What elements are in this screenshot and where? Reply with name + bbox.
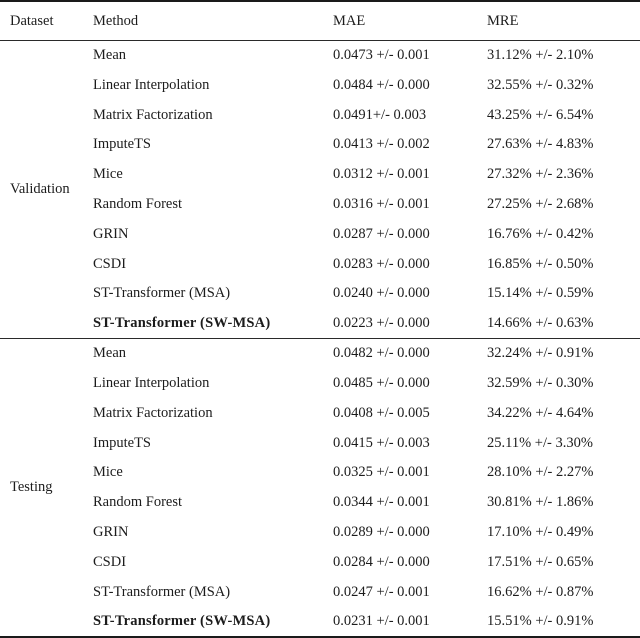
mae-cell: 0.0325 +/- 0.001 <box>333 464 430 481</box>
mre-cell: 16.62% +/- 0.87% <box>487 583 594 600</box>
table-row: Mice 0.0312 +/- 0.001 27.32% +/- 2.36% <box>0 160 640 190</box>
mae-cell: 0.0491+/- 0.003 <box>333 106 427 123</box>
method-cell: ImputeTS <box>93 434 151 451</box>
table-row: Validation Mean 0.0473 +/- 0.001 31.12% +/-… <box>0 41 640 197</box>
mre-cell: 27.32% +/- 2.36% <box>487 166 594 183</box>
mre-cell: 32.24% +/- 0.91% <box>487 345 594 362</box>
mre-cell: 34.22% +/- 4.64% <box>487 404 594 421</box>
mae-cell: 0.0283 +/- 0.000 <box>333 255 430 272</box>
method-cell: ST-Transformer (SW-MSA) <box>93 315 271 332</box>
method-cell: ImputeTS <box>93 136 151 153</box>
method-cell: Linear Interpolation <box>93 76 210 93</box>
column-header-method: Method <box>93 1 333 41</box>
method-cell: CSDI <box>93 255 127 272</box>
mre-cell: 30.81% +/- 1.86% <box>487 494 594 511</box>
mre-cell: 15.14% +/- 0.59% <box>487 285 594 302</box>
mre-cell: 43.25% +/- 6.54% <box>487 106 594 123</box>
mre-cell: 25.11% +/- 3.30% <box>487 434 593 451</box>
mae-cell: 0.0240 +/- 0.000 <box>333 285 430 302</box>
mae-cell: 0.0223 +/- 0.000 <box>333 315 430 332</box>
mae-cell: 0.0289 +/- 0.000 <box>333 524 430 541</box>
method-cell: Random Forest <box>93 195 183 212</box>
group-validation: Validation Mean 0.0473 +/- 0.001 31.12% +/-… <box>0 41 640 339</box>
mae-cell: 0.0284 +/- 0.000 <box>333 553 430 570</box>
mre-cell: 32.59% +/- 0.30% <box>487 374 594 391</box>
method-cell: Matrix Factorization <box>93 106 213 123</box>
method-cell: ST-Transformer (SW-MSA) <box>93 613 271 630</box>
table-row: Testing Mean 0.0482 +/- 0.000 32.24% +/- 0.… <box>0 339 640 495</box>
table-row: Mice 0.0325 +/- 0.001 28.10% +/- 2.27% <box>0 458 640 488</box>
mae-cell: 0.0415 +/- 0.003 <box>333 434 430 451</box>
method-cell: Random Forest <box>93 494 183 511</box>
method-cell: GRIN <box>93 225 129 242</box>
mae-cell: 0.0413 +/- 0.002 <box>333 136 430 153</box>
table-row: ST-Transformer (SW-MSA) 0.0231 +/- 0.001 1… <box>0 607 640 637</box>
method-cell: ST-Transformer (MSA) <box>93 285 231 302</box>
table-row: ST-Transformer (MSA) 0.0240 +/- 0.000 15.1… <box>0 279 640 309</box>
table-header-row: Dataset Method MAE MRE <box>0 1 640 41</box>
method-cell: CSDI <box>93 553 127 570</box>
table-row: ST-Transformer (MSA) 0.0247 +/- 0.001 16.6… <box>0 577 640 607</box>
method-cell: Mean <box>93 47 127 64</box>
mre-cell: 16.85% +/- 0.50% <box>487 255 594 272</box>
mae-cell: 0.0344 +/- 0.001 <box>333 494 430 511</box>
table-row: ST-Transformer (SW-MSA) 0.0223 +/- 0.000 1… <box>0 309 640 339</box>
mae-cell: 0.0287 +/- 0.000 <box>333 225 430 242</box>
table-row: CSDI 0.0284 +/- 0.000 17.51% +/- 0.65% <box>0 547 640 577</box>
table-row: GRIN 0.0287 +/- 0.000 16.76% +/- 0.42% <box>0 219 640 249</box>
mae-cell: 0.0231 +/- 0.001 <box>333 613 430 630</box>
mae-cell: 0.0312 +/- 0.001 <box>333 166 430 183</box>
mae-cell: 0.0473 +/- 0.001 <box>333 47 430 64</box>
column-header-mae: MAE <box>333 1 487 41</box>
mre-cell: 27.25% +/- 2.68% <box>487 195 594 212</box>
group-testing: Testing Mean 0.0482 +/- 0.000 32.24% +/- 0.… <box>0 339 640 637</box>
table-row: ImputeTS 0.0413 +/- 0.002 27.63% +/- 4.83% <box>0 130 640 160</box>
mae-cell: 0.0482 +/- 0.000 <box>333 345 430 362</box>
mre-cell: 31.12% +/- 2.10% <box>487 47 594 64</box>
table-row: Linear Interpolation 0.0485 +/- 0.000 32.5… <box>0 369 640 399</box>
method-cell: Linear Interpolation <box>93 374 210 391</box>
table-row: Linear Interpolation 0.0484 +/- 0.000 32.5… <box>0 70 640 100</box>
mre-cell: 27.63% +/- 4.83% <box>487 136 594 153</box>
mre-cell: 14.66% +/- 0.63% <box>487 315 594 332</box>
dataset-label: Testing <box>10 479 53 496</box>
mae-cell: 0.0408 +/- 0.005 <box>333 404 430 421</box>
table-row: Random Forest 0.0316 +/- 0.001 27.25% +/- … <box>0 190 640 220</box>
table-row: GRIN 0.0289 +/- 0.000 17.10% +/- 0.49% <box>0 518 640 548</box>
mre-cell: 15.51% +/- 0.91% <box>487 613 594 630</box>
table-row: ImputeTS 0.0415 +/- 0.003 25.11% +/- 3.30% <box>0 428 640 458</box>
mae-cell: 0.0485 +/- 0.000 <box>333 374 430 391</box>
table-row: Matrix Factorization 0.0408 +/- 0.005 34.2… <box>0 398 640 428</box>
table-row: Matrix Factorization 0.0491+/- 0.003 43.25… <box>0 100 640 130</box>
method-cell: GRIN <box>93 524 129 541</box>
mae-cell: 0.0484 +/- 0.000 <box>333 76 430 93</box>
method-cell: Mean <box>93 345 127 362</box>
method-cell: Matrix Factorization <box>93 404 213 421</box>
column-header-mre: MRE <box>487 1 640 41</box>
mre-cell: 16.76% +/- 0.42% <box>487 225 594 242</box>
method-cell: Mice <box>93 464 123 481</box>
mre-cell: 32.55% +/- 0.32% <box>487 76 594 93</box>
method-cell: ST-Transformer (MSA) <box>93 583 231 600</box>
mre-cell: 17.51% +/- 0.65% <box>487 553 594 570</box>
mre-cell: 28.10% +/- 2.27% <box>487 464 594 481</box>
dataset-label: Validation <box>10 181 70 198</box>
mae-cell: 0.0316 +/- 0.001 <box>333 195 430 212</box>
column-header-dataset: Dataset <box>0 1 93 41</box>
method-cell: Mice <box>93 166 123 183</box>
mre-cell: 17.10% +/- 0.49% <box>487 524 594 541</box>
table-row: Random Forest 0.0344 +/- 0.001 30.81% +/- … <box>0 488 640 518</box>
mae-cell: 0.0247 +/- 0.001 <box>333 583 430 600</box>
table-row: CSDI 0.0283 +/- 0.000 16.85% +/- 0.50% <box>0 249 640 279</box>
